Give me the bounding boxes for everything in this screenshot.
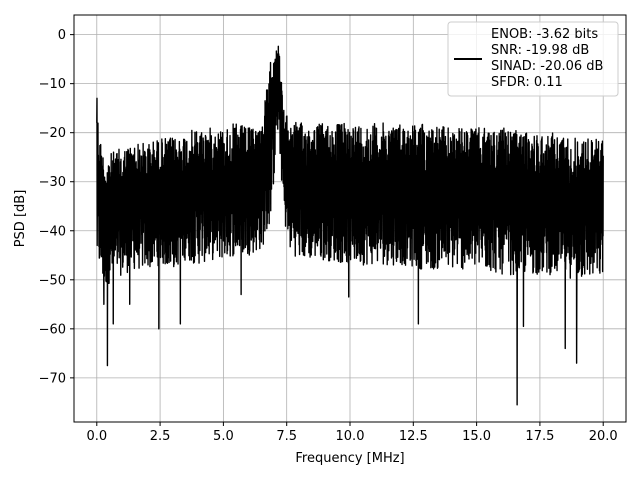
x-tick-label: 5.0	[213, 429, 234, 444]
y-tick-label: −30	[39, 175, 66, 190]
y-axis-label: PSD [dB]	[13, 190, 28, 248]
legend-entry-snr: SNR: -19.98 dB	[491, 43, 589, 58]
legend-entry-sinad: SINAD: -20.06 dB	[491, 59, 603, 74]
y-tick-label: −50	[39, 273, 66, 288]
y-tick-label: −40	[39, 224, 66, 239]
ticks-layer: 0.0 2.5 5.0 7.5 10.0 12.5 15.0 17.5 20.0 0 −10 −20 −…	[39, 28, 618, 444]
legend-entry-enob: ENOB: -3.62 bits	[491, 27, 598, 42]
x-tick-label: 2.5	[150, 429, 171, 444]
x-tick-label: 10.0	[336, 429, 365, 444]
y-tick-label: −60	[39, 322, 66, 337]
x-tick-label: 7.5	[276, 429, 297, 444]
x-tick-label: 15.0	[462, 429, 491, 444]
x-tick-label: 0.0	[86, 429, 107, 444]
y-tick-label: −70	[39, 371, 66, 386]
legend: ENOB: -3.62 bits SNR: -19.98 dB SINAD: -…	[447, 21, 619, 97]
psd-series-line	[96, 45, 604, 406]
y-tick-label: −10	[39, 77, 66, 92]
series-layer	[96, 45, 604, 406]
x-tick-label: 17.5	[525, 429, 554, 444]
legend-entry-sfdr: SFDR: 0.11	[491, 75, 563, 90]
legend-box	[447, 21, 619, 97]
x-tick-label: 12.5	[399, 429, 428, 444]
x-tick-label: 20.0	[589, 429, 618, 444]
y-tick-label: 0	[58, 28, 66, 43]
x-axis-label: Frequency [MHz]	[295, 451, 404, 466]
y-tick-label: −20	[39, 126, 66, 141]
